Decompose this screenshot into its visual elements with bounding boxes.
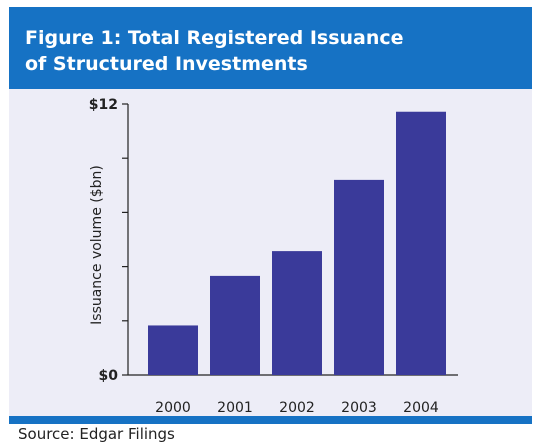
bar-2003 (334, 179, 384, 375)
y-tick-label: $0 (99, 368, 119, 384)
bar-2000 (148, 325, 198, 375)
y-tick-label: $12 (89, 97, 118, 113)
y-axis-label: Issuance volume ($bn) (89, 165, 105, 325)
x-tick-label: 2001 (217, 400, 253, 416)
x-tick-label: 2000 (155, 400, 191, 416)
bar-2001 (210, 275, 260, 375)
source-note: Source: Edgar Filings (18, 425, 175, 443)
chart-title: Figure 1: Total Registered Issuance of S… (25, 27, 404, 75)
bar-2002 (272, 251, 322, 375)
x-tick-label: 2003 (341, 400, 377, 416)
chart-header: Figure 1: Total Registered Issuance of S… (9, 7, 532, 89)
bottom-rule (9, 416, 532, 424)
bar-2004 (396, 111, 446, 375)
x-tick-label: 2004 (403, 400, 439, 416)
x-tick-label: 2002 (279, 400, 315, 416)
